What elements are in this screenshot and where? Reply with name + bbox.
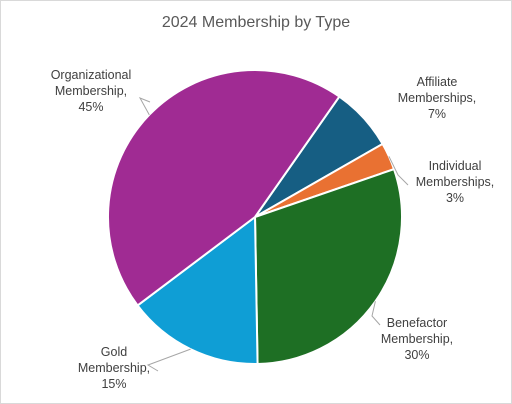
data-label-benefactor-membership: Benefactor Membership, 30%	[381, 316, 453, 362]
data-label-affiliate-memberships: Affiliate Memberships, 7%	[398, 75, 477, 121]
leader-line	[388, 156, 409, 186]
leader-line	[138, 97, 151, 116]
leader-line	[146, 348, 191, 372]
leader-lines	[138, 97, 409, 372]
data-labels: Affiliate Memberships, 7% Individual Members…	[51, 68, 495, 391]
leader-line	[371, 301, 381, 326]
chart-title: 2024 Membership by Type	[162, 14, 350, 31]
data-label-organizational-membership: Organizational Membership, 45%	[51, 68, 132, 114]
data-label-individual-memberships: Individual Memberships, 3%	[416, 159, 495, 205]
data-label-gold-membership: Gold Membership, 15%	[78, 345, 150, 391]
pie-slices	[107, 68, 403, 365]
